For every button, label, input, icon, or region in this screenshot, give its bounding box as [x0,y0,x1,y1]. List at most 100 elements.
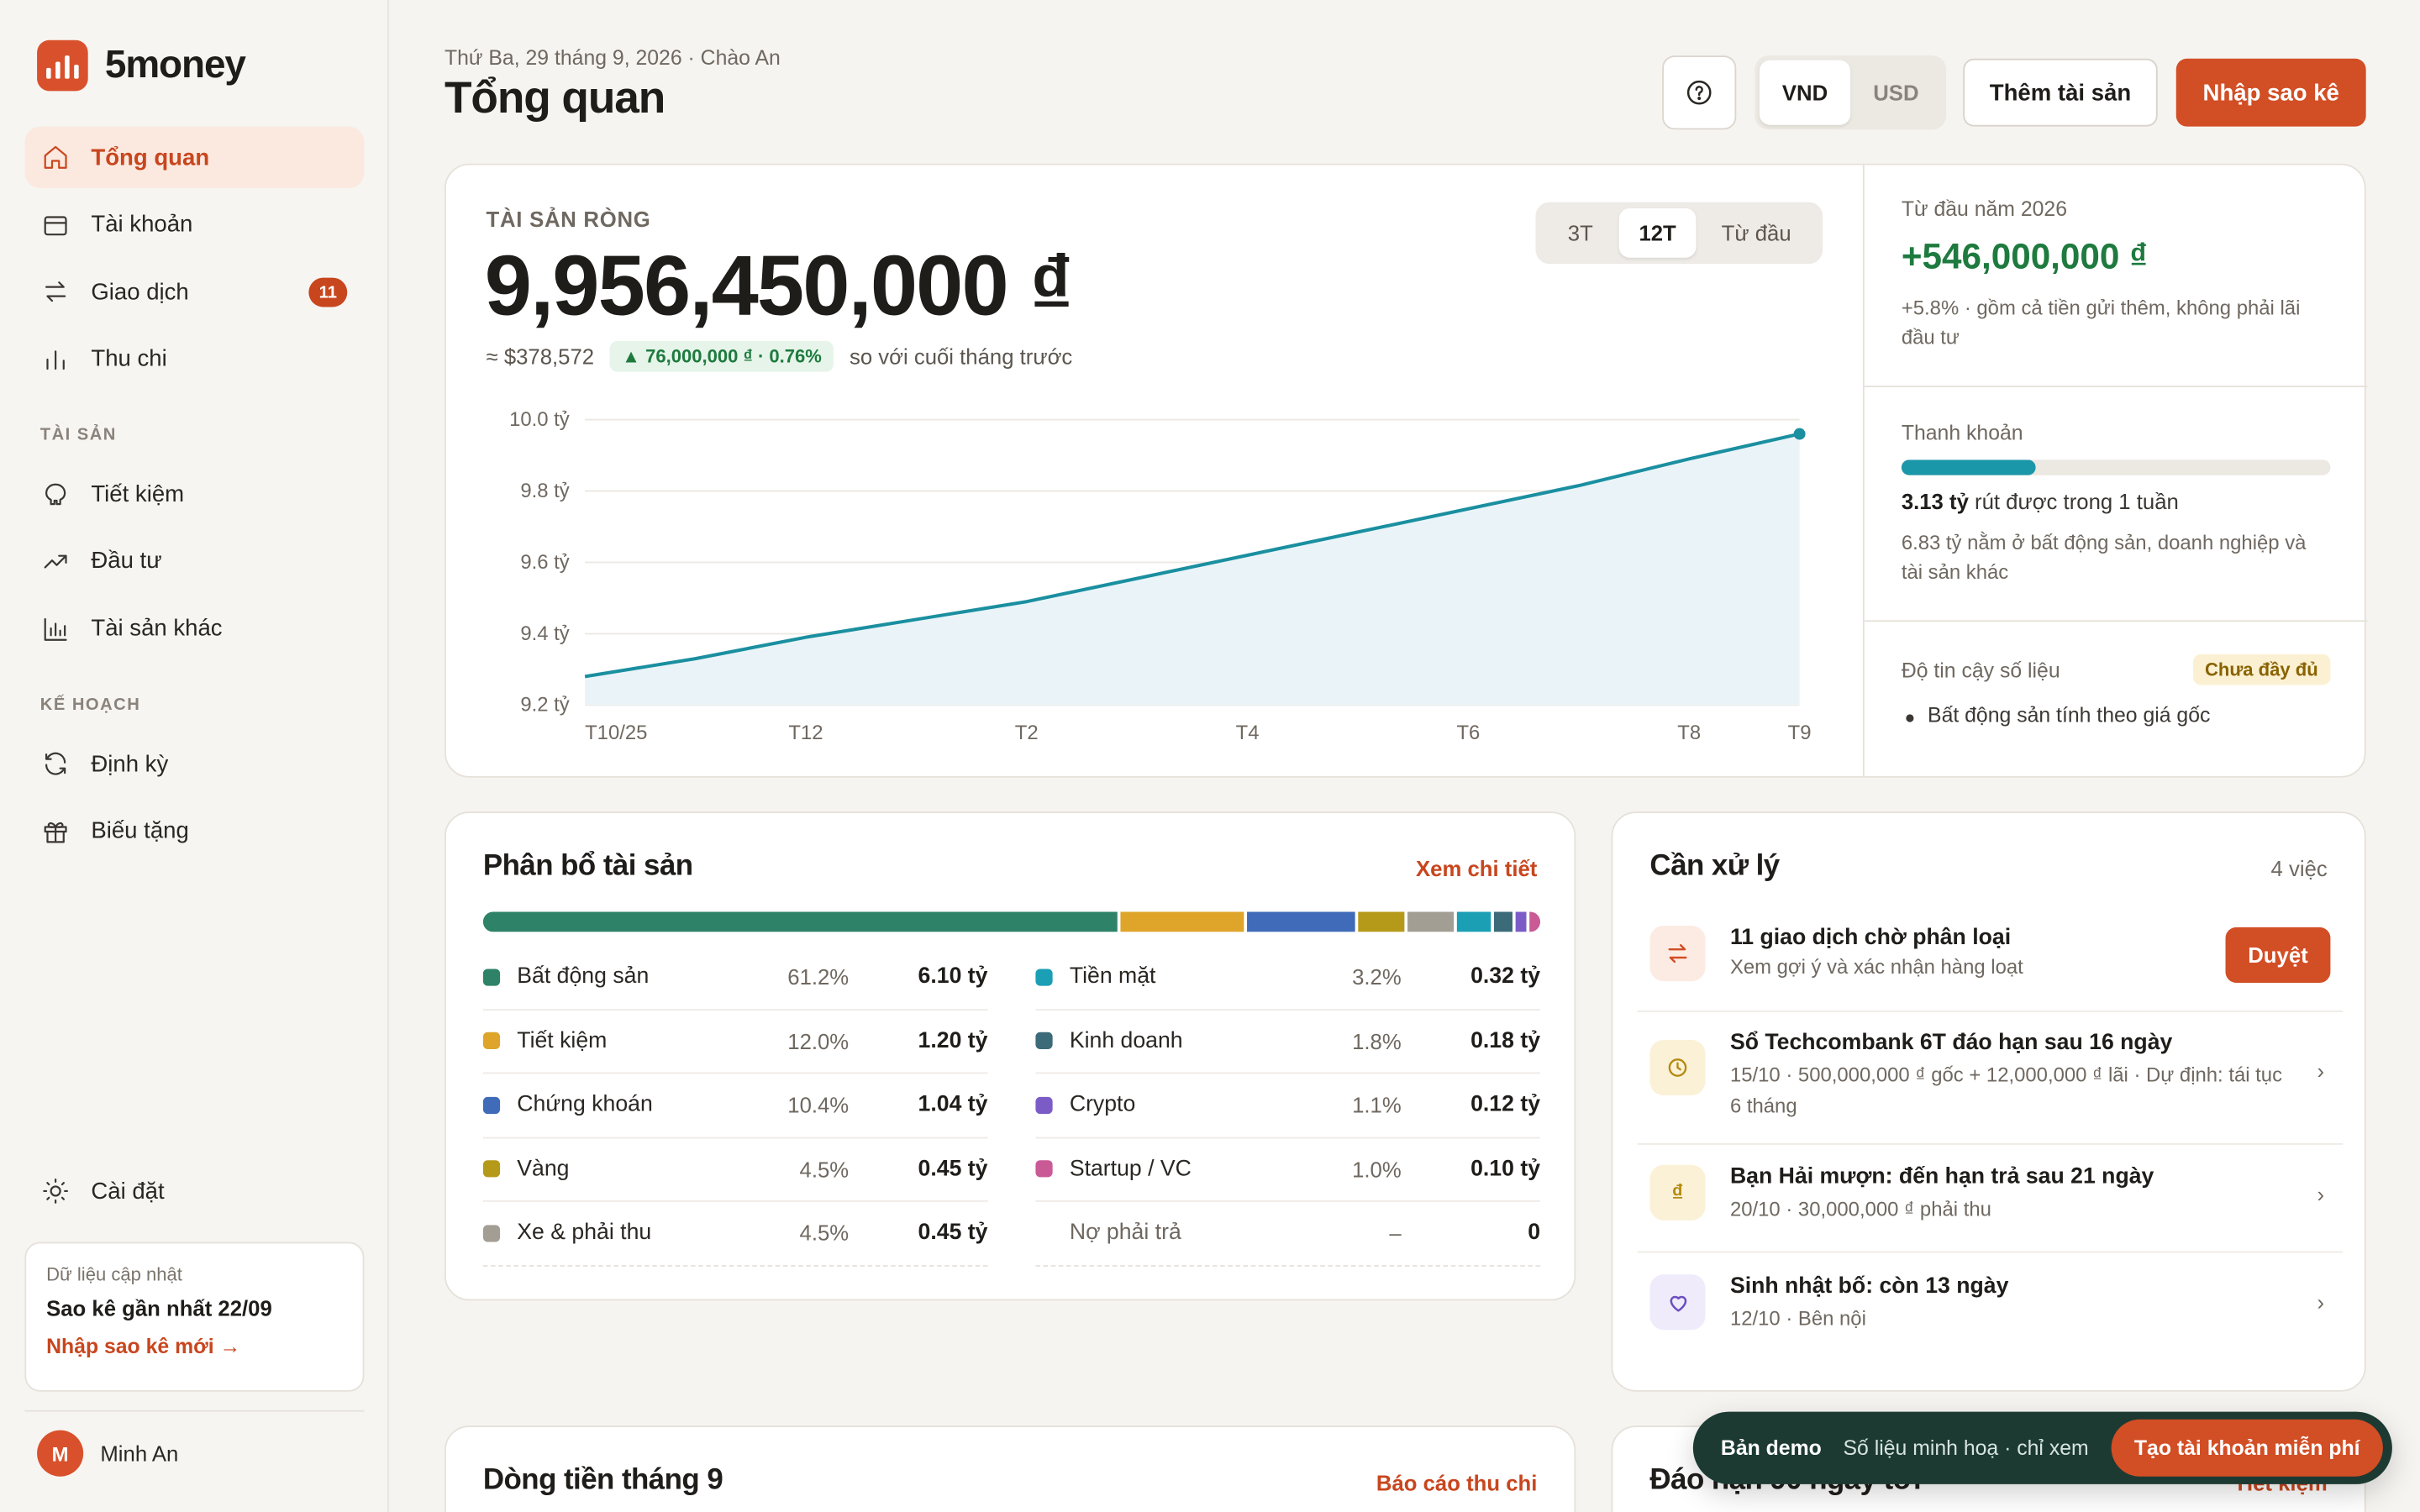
allocation-row[interactable]: Nợ phải trả – 0 [1035,1202,1541,1267]
currency-usd-option[interactable]: USD [1873,80,1919,105]
allocation-row[interactable]: Xe & phải thu 4.5% 0.45 tỷ [482,1202,988,1267]
y-tick-label: 9.8 tỷ [520,480,569,502]
sidebar-item-label: Tài khoản [91,211,193,239]
allocation-value: 0.18 tỷ [1470,1028,1541,1054]
transfer-icon [1649,926,1706,982]
allocation-value: 0.32 tỷ [1470,964,1541,990]
net-worth-chart: 10.0 tỷ 9.8 tỷ 9.6 tỷ 9.4 tỷ 9.2 tỷ T10/25 T12… [509,408,1811,744]
sidebar-item-overview[interactable]: Tổng quan [24,126,365,189]
sidebar: 5money Tổng quan Tài khoản Giao dịch 11 … [0,0,389,1512]
cashflow-card: Dòng tiền tháng 9 Báo cáo thu chi [444,1425,1576,1512]
import-statement-button[interactable]: Nhập sao kê [2175,58,2366,127]
trust-label: Độ tin cậy số liệu [1901,658,2060,681]
allocation-name: Xe & phải thu [517,1221,652,1246]
range-12m-option[interactable]: 12T [1618,207,1697,258]
chevron-right-icon: › [2317,1181,2325,1207]
trust-status-badge: Chưa đầy đủ [2192,654,2331,685]
allocation-row[interactable]: Tiết kiệm 12.0% 1.20 tỷ [482,1010,988,1074]
sidebar-item-settings[interactable]: Cài đặt [24,1160,364,1221]
allocation-value: 6.10 tỷ [918,964,988,990]
home-icon [44,145,67,169]
todo-item-deposit-maturity[interactable]: Sổ Techcombank 6T đáo hạn sau 16 ngày 15… [1637,1012,2344,1145]
approve-button[interactable]: Duyệt [2225,927,2331,983]
allocation-value: 0.45 tỷ [918,1157,988,1182]
allocation-row[interactable]: Startup / VC 1.0% 0.10 tỷ [1035,1138,1541,1202]
sun-icon [43,1179,68,1204]
allocation-color-swatch [1035,968,1053,986]
allocation-bar-segment [482,911,1118,932]
data-trust-block: Độ tin cậy số liệu Chưa đầy đủ Bất động … [1865,622,2368,776]
allocation-row[interactable]: Crypto 1.1% 0.12 tỷ [1035,1074,1541,1138]
sidebar-item-accounts[interactable]: Tài khoản [24,194,364,255]
todo-item-uncategorized[interactable]: 11 giao dịch chờ phân loại Xem gợi ý và … [1637,924,2344,1012]
liquidity-note: 6.83 tỷ nằm ở bất động sản, doanh nghiệp… [1901,530,2307,584]
sidebar-item-transactions[interactable]: Giao dịch 11 [24,261,364,323]
import-new-statement-link[interactable]: Nhập sao kê mới → [46,1334,241,1358]
allocation-name: Crypto [1069,1092,1136,1118]
allocation-list-left: Bất động sản 61.2% 6.10 tỷ Tiết kiệm 12.0% 1.… [482,946,988,1267]
allocation-name: Chứng khoán [517,1092,653,1118]
demo-note: Số liệu minh hoạ · chỉ xem [1843,1436,2089,1460]
x-tick-label: T10/25 [585,722,647,744]
ytd-block: Từ đầu năm 2026 +546,000,000 ₫ +5.8% · g… [1864,165,2368,388]
bar-chart-icon [46,349,65,370]
todo-item-subtitle: Xem gợi ý và xác nhận hàng loạt [1729,954,2023,979]
header-date-greeting: Thứ Ba, 29 tháng 9, 2026 · Chào An [444,46,781,70]
allocation-bar-segment [1119,911,1244,932]
allocation-color-swatch [482,1096,501,1114]
allocation-row[interactable]: Bất động sản 61.2% 6.10 tỷ [482,946,988,1011]
ytd-label: Từ đầu năm 2026 [1901,197,2068,221]
sidebar-item-income-expense[interactable]: Thu chi [24,328,364,390]
x-tick-label: T6 [1456,722,1480,744]
allocation-percent: 3.2% [1352,964,1402,990]
sidebar-section-plan: KẾ HOẠCH [39,696,141,715]
create-account-button[interactable]: Tạo tài khoản miễn phí [2111,1419,2383,1477]
sidebar-section-assets: TÀI SẢN [39,426,117,445]
currency-vnd-option[interactable]: VND [1759,60,1851,125]
allocation-percent: 61.2% [787,964,850,990]
page-title: Tổng quan [444,74,666,123]
todo-item-title: Sinh nhật bố: còn 13 ngày [1729,1274,2009,1299]
trust-header: Độ tin cậy số liệu Chưa đầy đủ [1902,654,2331,685]
allocation-bar-segment [1407,911,1455,932]
sidebar-item-gifts[interactable]: Biếu tặng [24,801,364,862]
allocation-detail-link[interactable]: Xem chi tiết [1416,856,1538,881]
ytd-note: +5.8% · gồm cả tiền gửi thêm, không phải… [1901,296,2301,349]
cashflow-report-link[interactable]: Báo cáo thu chi [1376,1470,1538,1495]
settings-section: Cài đặt [24,1160,364,1227]
sidebar-item-label: Định kỳ [91,750,169,778]
app-logo[interactable]: 5money [37,39,246,92]
range-3m-option[interactable]: 3T [1567,220,1593,246]
todo-item-birthday[interactable]: Sinh nhật bố: còn 13 ngày 12/10 · Bên nộ… [1638,1252,2343,1361]
net-worth-card: TÀI SẢN RÒNG 9,956,450,000 ₫ ≈ $378,572 … [444,163,2368,778]
allocation-row[interactable]: Chứng khoán 10.4% 1.04 tỷ [482,1074,988,1138]
net-worth-subline: ≈ $378,572 ▲ 76,000,000 ₫ · 0.76% so với… [487,340,1072,372]
allocation-value: 0.12 tỷ [1470,1092,1541,1118]
add-asset-button[interactable]: Thêm tài sản [1963,58,2158,127]
allocation-row[interactable]: Kinh doanh 1.8% 0.18 tỷ [1035,1010,1541,1074]
sidebar-item-label: Đầu tư [91,548,162,575]
todo-count: 4 việc [2270,856,2328,881]
sidebar-item-other-assets[interactable]: Tài sản khác [24,598,364,659]
todo-item-loan-due[interactable]: ₫ Bạn Hải mượn: đến hạn trả sau 21 ngày … [1637,1145,2344,1253]
allocation-row[interactable]: Tiền mặt 3.2% 0.32 tỷ [1035,946,1541,1011]
range-ytd-option[interactable]: Từ đầu [1721,220,1791,246]
help-button[interactable] [1662,55,1737,130]
liquidity-summary: 3.13 tỷ rút được trong 1 tuần [1902,489,2331,513]
allocation-bar-segment [1358,911,1405,932]
allocation-value: 1.20 tỷ [918,1028,988,1054]
allocation-name: Kinh doanh [1069,1028,1183,1054]
allocation-row[interactable]: Vàng 4.5% 0.45 tỷ [482,1138,988,1202]
user-profile[interactable]: M Minh An [24,1410,365,1477]
sidebar-item-recurring[interactable]: Định kỳ [24,733,364,795]
sidebar-item-savings[interactable]: Tiết kiệm [24,464,364,525]
todo-title: Cần xử lý [1649,850,1780,883]
sidebar-item-investments[interactable]: Đầu tư [24,531,364,592]
chevron-right-icon: › [2317,1289,2325,1315]
allocation-color-swatch [1035,1032,1053,1050]
avatar: M [37,1430,84,1477]
x-tick-label: T8 [1677,722,1701,744]
net-worth-delta-badge: ▲ 76,000,000 ₫ · 0.76% [609,340,834,372]
y-tick-label: 9.4 tỷ [520,622,569,645]
trend-up-icon [44,554,67,569]
